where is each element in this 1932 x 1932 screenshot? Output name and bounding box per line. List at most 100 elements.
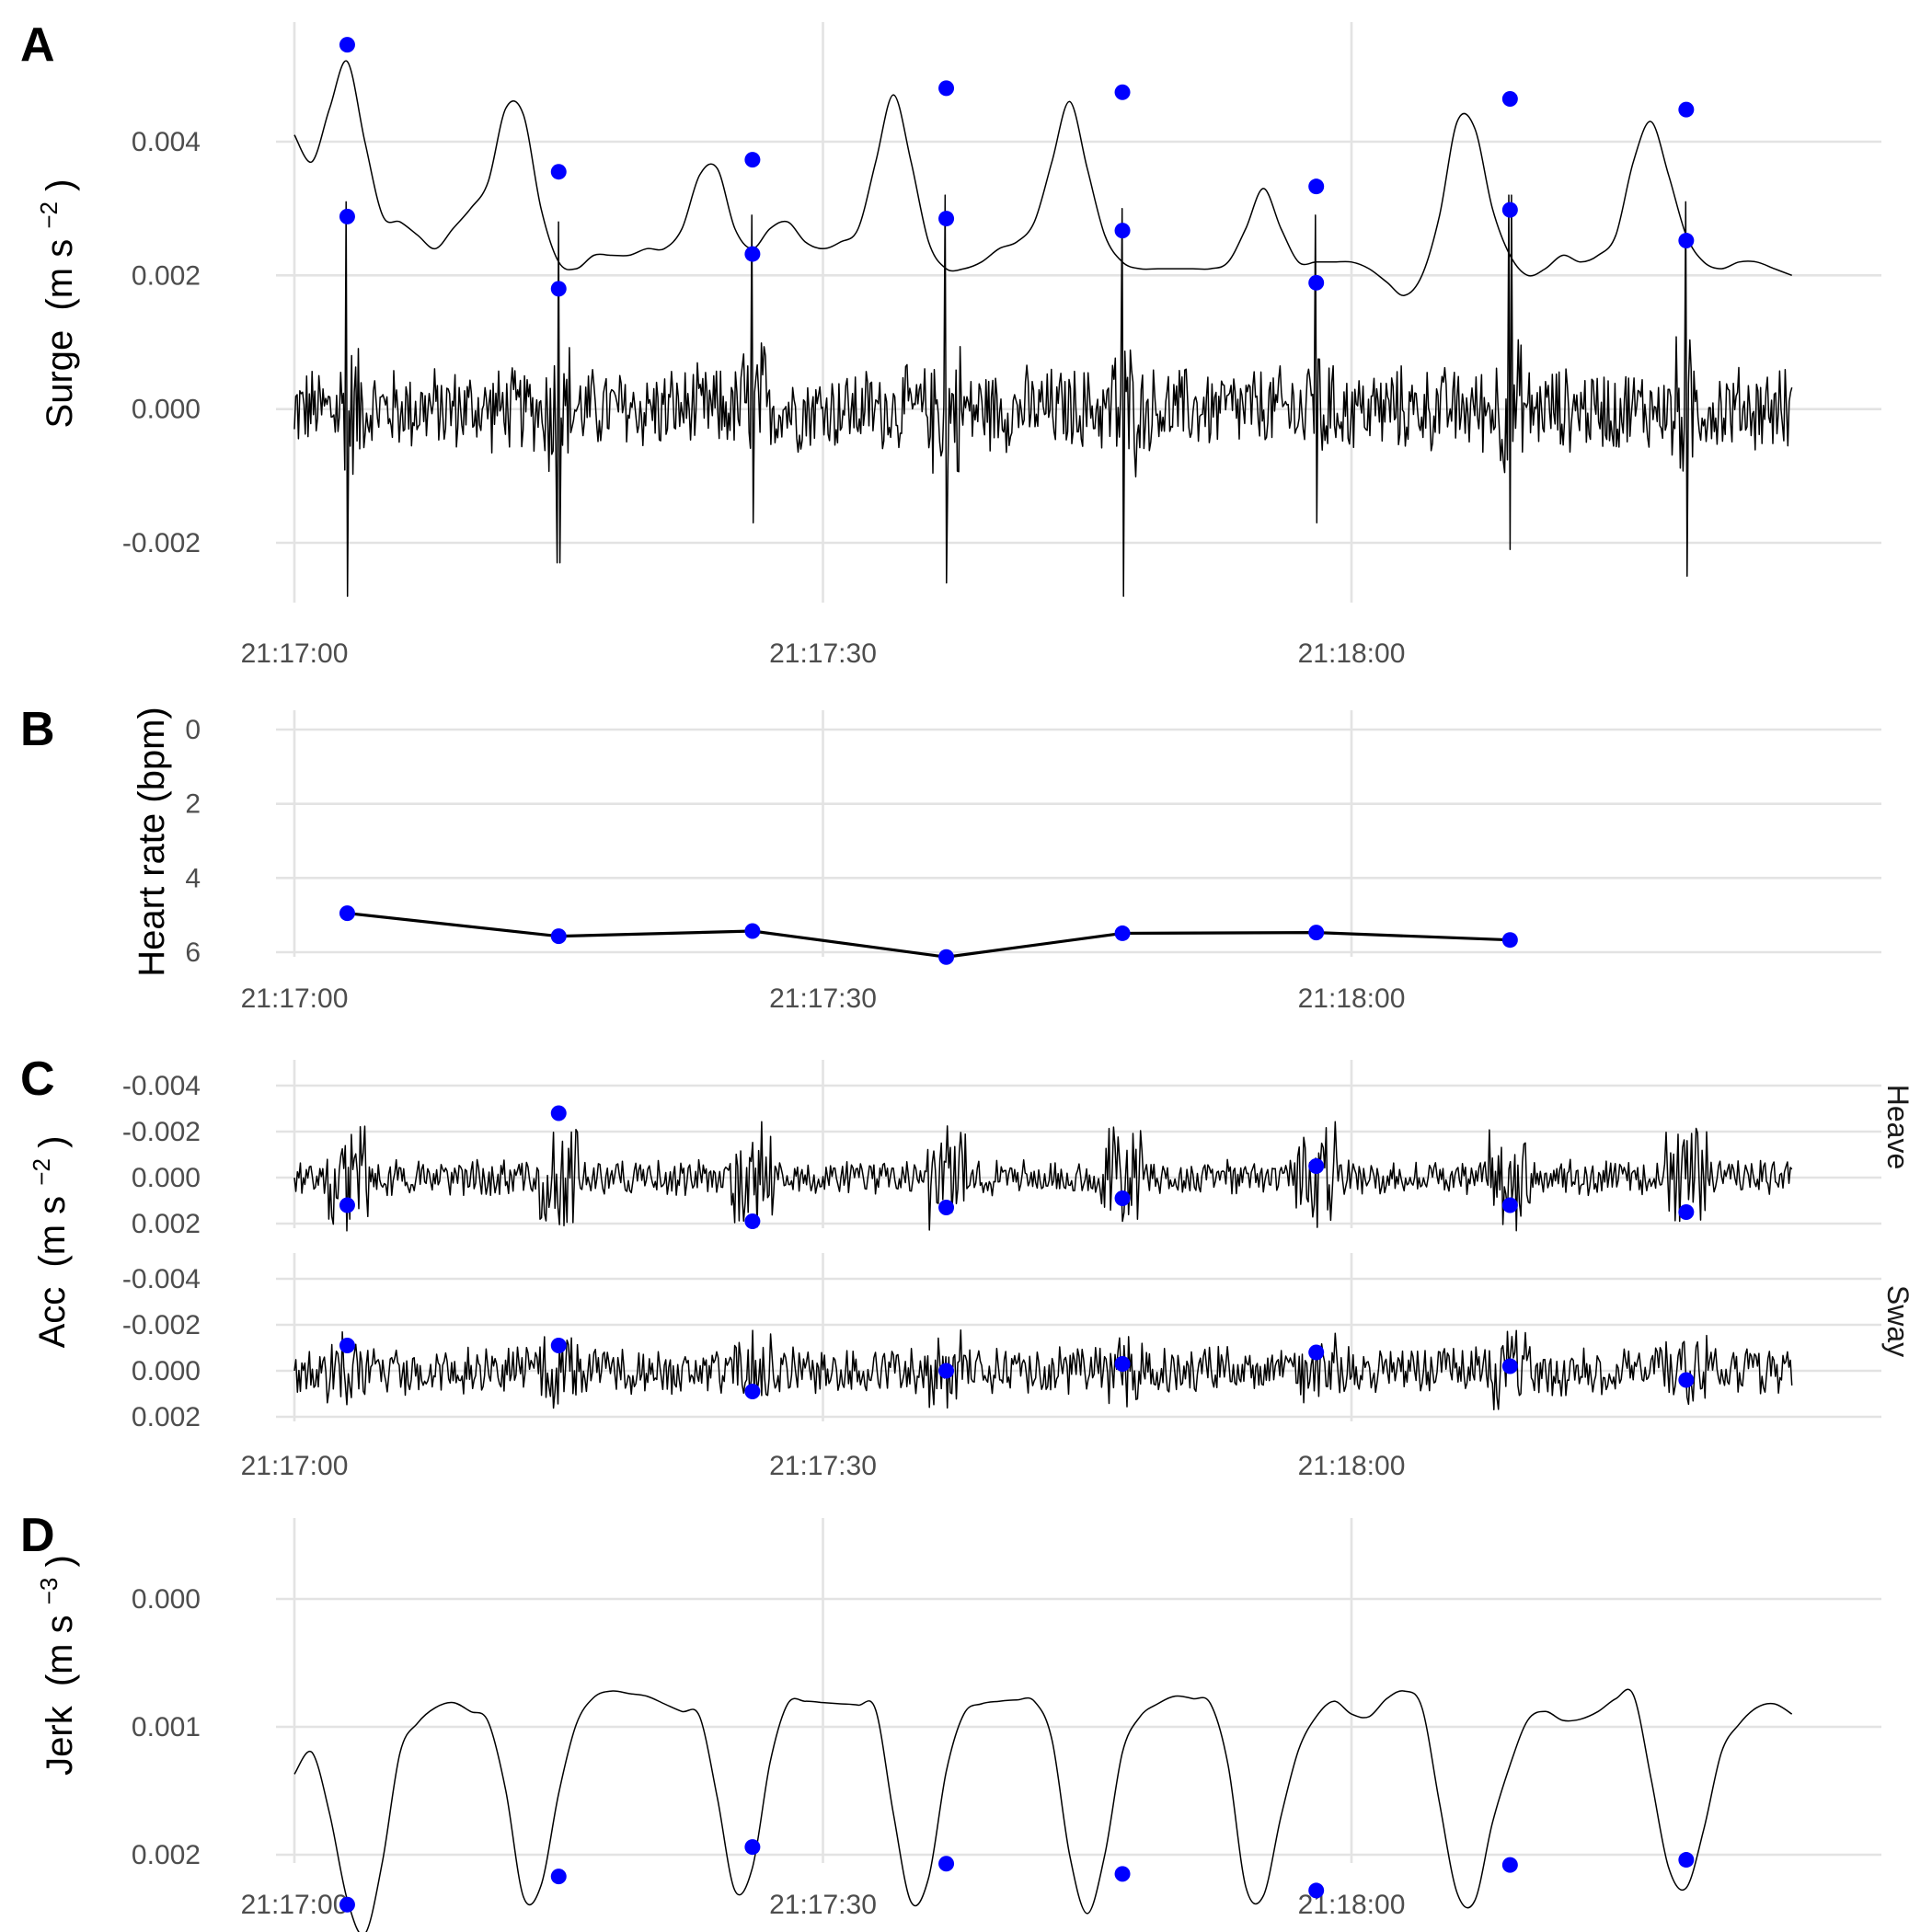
panel-letter-a: A [20, 18, 55, 72]
panel-d-ylabel-exp: −3 [35, 1578, 63, 1605]
panel-c-xtick-1: 21:17:30 [769, 1451, 877, 1481]
panel-c-sway-ytick-2: 0.000 [132, 1356, 201, 1386]
panel-d-marker [1501, 1857, 1518, 1873]
panel-a-ytick-0: -0.002 [122, 528, 201, 558]
panel-c-heave-marker [744, 1213, 761, 1229]
panel-d-marker [938, 1856, 955, 1872]
panel-a-grid: -0.002 0.000 0.002 0.004 21:17:00 21:17:30 21:… [122, 22, 1881, 669]
panel-a-envelope-path [293, 60, 1792, 296]
panel-c-sway-marker [744, 1384, 761, 1399]
panel-b-grid: 0 2 4 6 21:17:00 21:17:30 21:18:00 [185, 710, 1881, 1014]
panel-a-raw-marker [550, 281, 567, 297]
panel-b-ytick-2: 4 [185, 863, 201, 893]
panel-a-xtick-2: 21:18:00 [1298, 638, 1406, 669]
panel-a-envelope-marker [1308, 178, 1325, 195]
panel-a-ylabel-exp: −2 [35, 201, 63, 229]
panel-d-xtick-1: 21:17:30 [769, 1890, 877, 1920]
panel-c-heave-marker [550, 1105, 567, 1121]
panel-c-heave-ytick-2: 0.000 [132, 1163, 201, 1193]
panel-c-heave-marker [1501, 1197, 1518, 1213]
panel-d-markers [339, 1839, 1695, 1913]
panel-a-raw-path [293, 194, 1793, 597]
panel-c-ylabel-exp: −2 [28, 1158, 55, 1186]
panel-a-raw-marker [339, 208, 355, 224]
panel-b-ytick-1: 2 [185, 789, 201, 820]
panel-c-sway-ytick-3: 0.002 [132, 1402, 201, 1432]
panel-c-markers [339, 1105, 1695, 1399]
panel-d-y-axis-title: Jerk (m s −3 ) [25, 1555, 80, 1776]
panel-b-heart-rate-points [339, 905, 1518, 965]
panel-letter-c: C [20, 1052, 55, 1106]
panel-b-heart-rate-point [1501, 932, 1518, 949]
panel-d-ytick-0: 0.000 [132, 1584, 201, 1615]
panel-a-ytick-3: 0.004 [132, 127, 201, 157]
panel-a-ylabel-unit: (m s [40, 239, 80, 311]
panel-b-heart-rate-point [1114, 925, 1131, 941]
panel-b-heart-rate-point [1308, 925, 1325, 941]
panel-d-ytick-2: 0.002 [132, 1840, 201, 1870]
panel-b-heart-rate-point [339, 905, 355, 922]
panel-b-heart-rate-point [550, 928, 567, 945]
panel-a-beat-markers [339, 37, 1695, 297]
panel-a-envelope-marker [938, 80, 955, 97]
panel-c-sway-marker [1501, 1358, 1518, 1374]
panel-c-traces [293, 1121, 1793, 1410]
panel-b-ytick-3: 6 [185, 937, 201, 968]
panel-d-ylabel: Jerk [40, 1705, 80, 1776]
panel-c-heave-marker [339, 1197, 355, 1213]
panel-a-xtick-0: 21:17:00 [241, 638, 349, 669]
panel-d-marker [339, 1896, 355, 1913]
panel-b-line-path [347, 912, 1511, 959]
panel-a: A -0.002 0.000 0.002 0.004 21:17:00 21:17:30 2… [20, 18, 1881, 669]
panel-b-ylabel: Heart rate (bpm) [132, 707, 172, 976]
panel-b: B 0 2 4 6 21:17:00 21:17:30 21:18:00 Heart rat… [20, 703, 1881, 1014]
panel-d-ylabel-unit: (m s [40, 1615, 80, 1686]
panel-b-heart-rate-point [744, 923, 761, 939]
panel-c-ylabel: Acc [32, 1287, 73, 1349]
panel-b-heart-rate-point [938, 949, 955, 965]
panel-c-sway-marker [938, 1363, 955, 1379]
panel-b-xtick-1: 21:17:30 [769, 983, 877, 1014]
panel-a-envelope [293, 60, 1792, 296]
panel-c-heave-marker [1308, 1158, 1325, 1174]
panel-c-sway-marker [1114, 1356, 1131, 1372]
panel-c-xtick-0: 21:17:00 [241, 1451, 349, 1481]
panel-b-xtick-0: 21:17:00 [241, 983, 349, 1014]
panel-a-envelope-marker [1114, 84, 1131, 100]
panel-c-y-axis-title: Acc (m s −2 ) [17, 1136, 73, 1349]
panel-c-sway-trace [293, 1328, 1793, 1410]
facet-label-sway: Sway [1881, 1285, 1915, 1357]
panel-c-sway-marker [1308, 1344, 1325, 1361]
panel-b-heart-rate-line [347, 912, 1511, 959]
panel-d-marker [744, 1839, 761, 1856]
panel-c-grid: -0.004 -0.002 0.000 0.002 -0.004 -0.002 0.000 0… [122, 1060, 1881, 1481]
panel-a-raw-marker [938, 211, 955, 227]
panel-d-marker [550, 1869, 567, 1885]
panel-c: C -0.004 -0.002 0.000 0.002 -0.004 -0.002 0.00… [17, 1052, 1915, 1481]
panel-d-jerk-path [293, 1688, 1793, 1932]
panel-c-xtick-2: 21:18:00 [1298, 1451, 1406, 1481]
panel-letter-b: B [20, 703, 55, 756]
panel-b-xtick-2: 21:18:00 [1298, 983, 1406, 1014]
panel-d-jerk-line [293, 1688, 1793, 1932]
panel-a-raw-marker [744, 246, 761, 262]
panel-d-ylabel-close: ) [40, 1555, 80, 1567]
panel-c-sway-ytick-1: -0.002 [122, 1310, 201, 1340]
panel-c-heave-marker [1678, 1204, 1695, 1220]
panel-a-envelope-marker [339, 37, 355, 53]
facet-label-heave: Heave [1881, 1085, 1915, 1170]
panel-d-marker [1678, 1852, 1695, 1869]
svg-text:Surge (m s −2: Surge (m s −2 ) [25, 179, 80, 429]
panel-a-raw-marker [1114, 223, 1131, 239]
panel-a-y-axis-title: Surge (m s −2 ) [25, 179, 80, 429]
panel-b-ytick-0: 0 [185, 715, 201, 745]
panel-letter-d: D [20, 1509, 55, 1562]
panel-d-ytick-1: 0.001 [132, 1712, 201, 1742]
panel-a-envelope-marker [1501, 90, 1518, 107]
panel-d-xtick-0: 21:17:00 [241, 1890, 349, 1920]
panel-c-heave-ytick-0: -0.004 [122, 1071, 201, 1101]
panel-a-raw-marker [1308, 274, 1325, 291]
